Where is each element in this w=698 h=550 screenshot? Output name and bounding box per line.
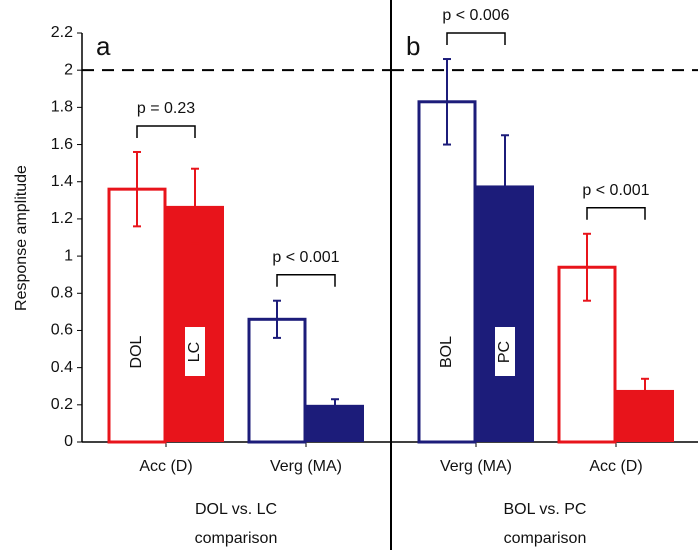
y-tick-label: 1.8 (51, 99, 73, 116)
panel-label: a (96, 31, 111, 61)
x-axis-label: BOL vs. PC (504, 501, 587, 518)
y-tick-label: 2.2 (51, 24, 73, 41)
bar-label: BOL (438, 336, 455, 368)
bar-label-box (185, 327, 205, 376)
y-tick-label: 1.6 (51, 136, 73, 153)
x-tick-label: Verg (MA) (270, 458, 342, 475)
comparison-bracket (136, 125, 196, 138)
y-tick-label: 0.8 (51, 284, 73, 301)
y-tick-label: 1 (64, 247, 73, 264)
bar-label: DOL (128, 335, 145, 368)
comparison-label: p = 0.23 (137, 100, 195, 117)
bar-label: PC (496, 341, 513, 363)
y-tick-label: 0.4 (51, 359, 73, 376)
x-tick-label: Acc (D) (589, 458, 642, 475)
y-tick-label: 1.2 (51, 210, 73, 227)
comparison-bracket (446, 32, 506, 46)
bar-label: LC (186, 342, 203, 362)
bar (417, 100, 477, 444)
bar (247, 317, 307, 444)
comparison-label: p < 0.006 (442, 7, 509, 24)
panel-label: b (406, 31, 420, 61)
x-tick-label: Verg (MA) (440, 458, 512, 475)
bar (166, 205, 224, 442)
x-axis-label: comparison (504, 530, 587, 547)
comparison-bracket (586, 207, 646, 220)
comparison-label: p < 0.001 (582, 182, 649, 199)
comparison-label: p < 0.001 (272, 249, 339, 266)
y-tick-label: 0.6 (51, 322, 73, 339)
comparison-bracket (276, 273, 336, 287)
x-tick-label: Acc (D) (139, 458, 192, 475)
y-tick-label: 0.2 (51, 396, 73, 413)
x-axis-label: comparison (195, 530, 278, 547)
x-axis-label: DOL vs. LC (195, 501, 277, 518)
y-tick-label: 0 (64, 433, 73, 450)
y-axis-label: Response amplitude (13, 165, 30, 311)
bar-label-box (495, 327, 515, 376)
y-tick-label: 2 (64, 61, 73, 78)
y-tick-label: 1.4 (51, 173, 73, 190)
